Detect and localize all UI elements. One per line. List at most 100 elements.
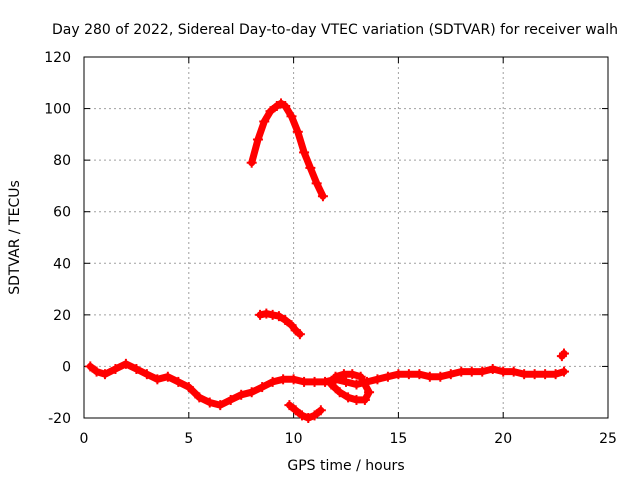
data-point: [288, 374, 299, 385]
data-point: [85, 361, 96, 372]
data-point: [257, 382, 268, 393]
data-point: [351, 394, 362, 405]
data-point: [498, 366, 509, 377]
x-tick-label: 25: [599, 431, 617, 447]
data-point: [284, 400, 295, 411]
data-point: [252, 134, 263, 145]
series-loop-12to14: [327, 370, 373, 404]
data-point: [259, 116, 270, 127]
y-tick-label: 60: [53, 205, 71, 221]
x-tick-label: 20: [494, 431, 512, 447]
data-point: [141, 369, 152, 380]
data-point: [320, 376, 331, 387]
data-point: [152, 374, 163, 385]
data-point: [445, 369, 456, 380]
data-point: [299, 147, 310, 158]
data-point: [317, 191, 328, 202]
data-point: [477, 366, 488, 377]
data-point: [508, 366, 519, 377]
data-point: [280, 100, 291, 111]
data-point: [265, 106, 276, 117]
data-point: [347, 369, 358, 380]
data-point: [341, 376, 351, 387]
y-tick-label: 100: [44, 102, 71, 118]
data-point: [273, 311, 284, 322]
data-point: [372, 374, 383, 385]
axis-ticks: 0 5 10 15 20 25 -20 0 20 40 60 80 100 120: [44, 50, 617, 447]
data-point: [305, 162, 316, 173]
data-point: [558, 366, 569, 377]
x-tick-label: 0: [80, 431, 89, 447]
data-point: [355, 371, 366, 382]
data-point: [382, 371, 393, 382]
data-point: [315, 405, 326, 416]
data-point: [162, 371, 173, 382]
plot-area-frame: [83, 56, 609, 419]
data-point: [299, 376, 310, 387]
data-point: [330, 371, 341, 382]
data-point: [286, 320, 297, 331]
data-point: [326, 379, 337, 390]
data-point: [246, 387, 257, 398]
x-tick-label: 15: [389, 431, 407, 447]
data-point: [435, 371, 446, 382]
data-point: [255, 309, 266, 320]
y-tick-label: 80: [53, 153, 71, 169]
data-point: [558, 348, 569, 359]
data-point: [261, 308, 272, 319]
y-tick-label: -20: [48, 411, 71, 427]
data-point: [183, 382, 194, 393]
data-point: [414, 369, 425, 380]
y-tick-label: 120: [44, 50, 71, 66]
y-tick-label: 40: [53, 256, 71, 272]
data-point: [309, 376, 320, 387]
data-point: [466, 366, 477, 377]
data-point: [173, 376, 184, 387]
x-axis-title: GPS time / hours: [287, 458, 404, 474]
data-point: [286, 111, 297, 122]
data-point: [99, 369, 110, 380]
data-point: [236, 389, 247, 400]
x-tick-label: 5: [184, 431, 193, 447]
data-point: [529, 369, 540, 380]
data-point: [403, 369, 414, 380]
data-point: [309, 410, 320, 421]
data-point: [267, 309, 278, 320]
data-point: [246, 157, 257, 168]
data-point: [303, 413, 314, 423]
data-point: [215, 400, 226, 411]
data-point: [294, 329, 305, 340]
data-point: [296, 410, 307, 421]
data-point: [343, 392, 354, 403]
data-point: [519, 369, 530, 380]
data-point: [292, 126, 303, 137]
data-point: [338, 369, 349, 380]
data-point: [91, 366, 102, 377]
series-arc-high: [248, 99, 327, 200]
y-tick-label: 0: [62, 359, 71, 375]
data-point: [393, 369, 404, 380]
data-point: [278, 374, 289, 385]
y-tick-label: 20: [53, 308, 71, 324]
data-point: [456, 366, 467, 377]
data-point: [540, 369, 551, 380]
data-point: [225, 394, 236, 405]
data-point: [351, 379, 362, 390]
data-points: [85, 98, 569, 423]
data-point: [487, 364, 498, 375]
data-point: [334, 387, 345, 398]
grid: [84, 57, 608, 418]
x-tick-label: 10: [285, 431, 303, 447]
data-point: [550, 369, 561, 380]
chart-title: Day 280 of 2022, Sidereal Day-to-day VTE…: [52, 22, 618, 38]
data-point: [311, 178, 322, 189]
data-point: [280, 315, 291, 326]
data-point: [204, 397, 215, 408]
data-point: [267, 376, 278, 387]
data-point: [364, 387, 375, 398]
data-point: [424, 371, 435, 382]
data-point: [194, 392, 205, 403]
data-point: [120, 358, 131, 369]
data-point: [110, 364, 121, 375]
